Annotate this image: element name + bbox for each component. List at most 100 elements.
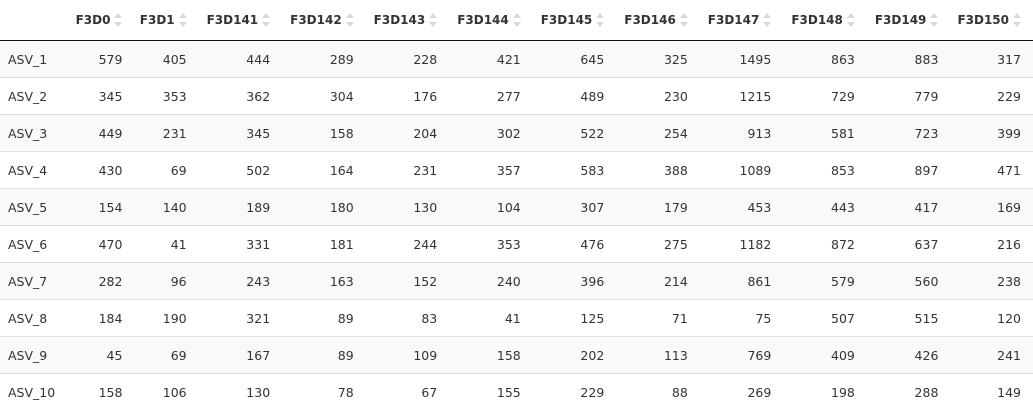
table-cell: 388 xyxy=(616,151,700,189)
column-header-label: F3D142 xyxy=(290,12,342,27)
table-cell: 289 xyxy=(282,40,366,78)
table-cell: 67 xyxy=(365,373,450,410)
table-row: ASV_5 154 140 189 180 130 104 307 179 453 443 417 16… xyxy=(0,188,1033,226)
sort-icon[interactable] xyxy=(178,13,187,28)
column-header-label: F3D149 xyxy=(874,12,927,27)
table-cell: 883 xyxy=(866,40,951,78)
column-header-f3d1[interactable]: F3D1 xyxy=(134,0,199,41)
table-cell: 96 xyxy=(134,262,199,300)
table-cell: 396 xyxy=(532,262,617,300)
sort-icon[interactable] xyxy=(262,13,271,28)
table-cell: 507 xyxy=(783,299,867,337)
table-cell: 130 xyxy=(198,373,283,410)
column-header-f3d148[interactable]: F3D148 xyxy=(783,0,867,41)
table-cell: 362 xyxy=(198,77,283,115)
table-cell: 71 xyxy=(616,299,700,337)
table-cell: 109 xyxy=(365,336,450,374)
table-row: ASV_9 45 69 167 89 109 158 202 113 769 409 426 241 xyxy=(0,336,1033,374)
column-header-label: F3D150 xyxy=(957,12,1009,27)
column-header-label: F3D1 xyxy=(139,12,175,27)
column-header-f3d144[interactable]: F3D144 xyxy=(449,0,533,41)
table-cell: 476 xyxy=(532,225,617,263)
sort-icon[interactable] xyxy=(596,13,605,28)
column-header-label: F3D145 xyxy=(540,12,593,27)
sort-icon[interactable] xyxy=(930,13,939,28)
table-cell: 120 xyxy=(950,299,1033,337)
table-cell: 913 xyxy=(699,114,784,152)
table-cell: 1182 xyxy=(699,225,784,263)
sort-icon[interactable] xyxy=(679,13,688,28)
table-cell: 399 xyxy=(950,114,1033,152)
table-cell: 238 xyxy=(950,262,1033,300)
column-header-label: F3D146 xyxy=(624,12,676,27)
table-row: ASV_10 158 106 130 78 67 155 229 88 269 198 288 149 xyxy=(0,373,1033,410)
table-row: ASV_7 282 96 243 163 152 240 396 214 861 579 560 238 xyxy=(0,262,1033,300)
column-header-f3d0[interactable]: F3D0 xyxy=(69,0,135,41)
table-cell: 471 xyxy=(950,151,1033,189)
table-cell: 579 xyxy=(783,262,867,300)
sort-icon[interactable] xyxy=(763,13,772,28)
table-cell: 69 xyxy=(134,336,199,374)
sort-icon[interactable] xyxy=(429,13,438,28)
table-cell: 229 xyxy=(950,77,1033,115)
table-cell: 275 xyxy=(616,225,700,263)
table-cell: 89 xyxy=(282,299,366,337)
column-header-f3d147[interactable]: F3D147 xyxy=(699,0,784,41)
table-cell: 231 xyxy=(134,114,199,152)
table-cell: 254 xyxy=(616,114,700,152)
table-row: ASV_3 449 231 345 158 204 302 522 254 913 581 723 39… xyxy=(0,114,1033,152)
table-cell: 158 xyxy=(449,336,533,374)
table-cell: 345 xyxy=(69,77,135,115)
column-header-f3d141[interactable]: F3D141 xyxy=(198,0,283,41)
table-cell: 288 xyxy=(866,373,951,410)
table-cell: 897 xyxy=(866,151,951,189)
table-cell: 204 xyxy=(365,114,450,152)
table-cell: 470 xyxy=(69,225,135,263)
table-cell: 169 xyxy=(950,188,1033,226)
row-name-cell: ASV_9 xyxy=(0,336,70,374)
table-row: ASV_2 345 353 362 304 176 277 489 230 1215 729 779 2… xyxy=(0,77,1033,115)
table-cell: 1089 xyxy=(699,151,784,189)
sort-icon[interactable] xyxy=(846,13,855,28)
table-cell: 176 xyxy=(365,77,450,115)
sort-icon[interactable] xyxy=(512,13,521,28)
table-body: ASV_1 579 405 444 289 228 421 645 325 1495 863 883 3… xyxy=(0,40,1033,410)
column-header-f3d150[interactable]: F3D150 xyxy=(950,0,1033,41)
column-header-label: F3D143 xyxy=(373,12,426,27)
table-cell: 269 xyxy=(699,373,784,410)
table-cell: 645 xyxy=(532,40,617,78)
table-cell: 579 xyxy=(69,40,135,78)
table-cell: 202 xyxy=(532,336,617,374)
table-cell: 154 xyxy=(69,188,135,226)
table-cell: 152 xyxy=(365,262,450,300)
row-name-cell: ASV_7 xyxy=(0,262,70,300)
column-header-f3d146[interactable]: F3D146 xyxy=(616,0,700,41)
sort-icon[interactable] xyxy=(345,13,354,28)
sort-icon[interactable] xyxy=(114,13,123,28)
table-cell: 149 xyxy=(950,373,1033,410)
table-cell: 140 xyxy=(134,188,199,226)
table-cell: 104 xyxy=(449,188,533,226)
table-row: ASV_6 470 41 331 181 244 353 476 275 1182 872 637 21… xyxy=(0,225,1033,263)
table-cell: 421 xyxy=(449,40,533,78)
table-cell: 240 xyxy=(449,262,533,300)
table-cell: 583 xyxy=(532,151,617,189)
table-cell: 228 xyxy=(365,40,450,78)
column-header-f3d142[interactable]: F3D142 xyxy=(282,0,366,41)
table-cell: 41 xyxy=(449,299,533,337)
table-cell: 179 xyxy=(616,188,700,226)
column-header-f3d145[interactable]: F3D145 xyxy=(532,0,617,41)
table-cell: 444 xyxy=(198,40,283,78)
sort-icon[interactable] xyxy=(1013,13,1021,28)
column-header-f3d143[interactable]: F3D143 xyxy=(365,0,450,41)
table-cell: 190 xyxy=(134,299,199,337)
table-header: F3D0 F3D1 F3D141 F3D142 F3D143 F3D144 F3D145 F3… xyxy=(0,0,1033,41)
table-cell: 75 xyxy=(699,299,784,337)
table-cell: 243 xyxy=(198,262,283,300)
table-cell: 69 xyxy=(134,151,199,189)
row-name-cell: ASV_8 xyxy=(0,299,70,337)
table-cell: 214 xyxy=(616,262,700,300)
column-header-f3d149[interactable]: F3D149 xyxy=(866,0,951,41)
table-cell: 321 xyxy=(198,299,283,337)
